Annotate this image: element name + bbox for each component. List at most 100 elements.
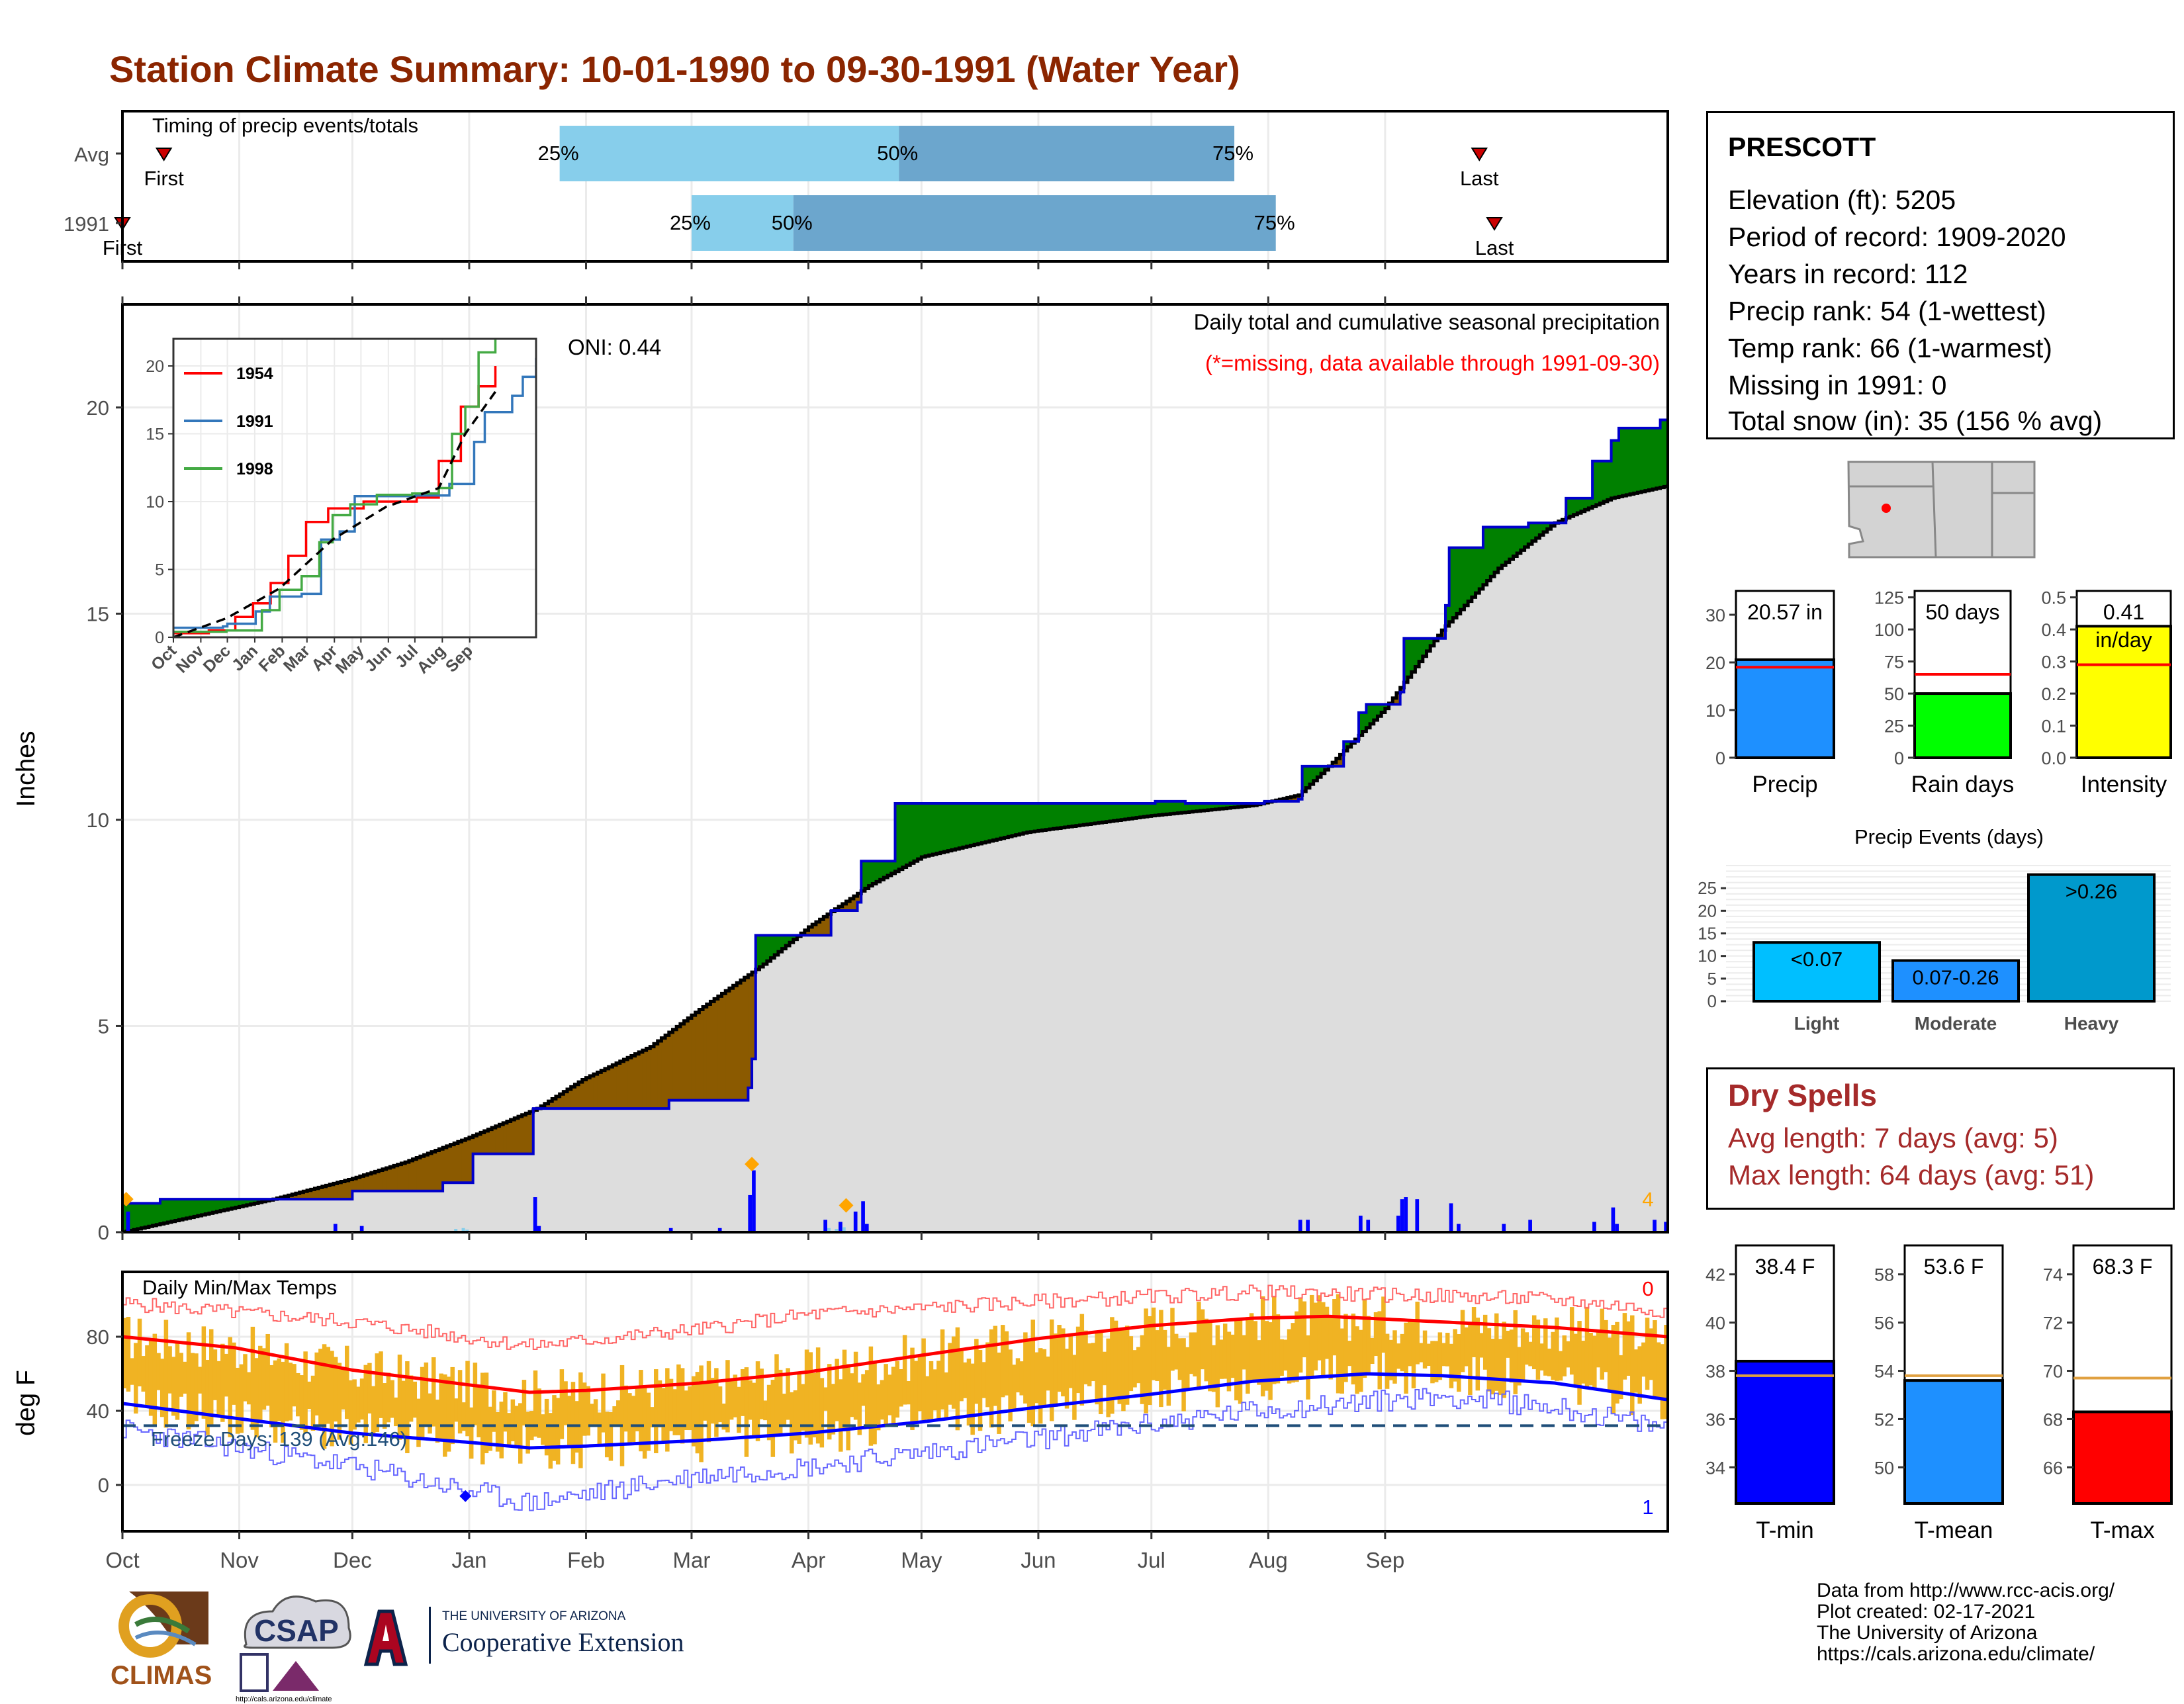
summary-y-tick-label: 34 <box>1706 1458 1725 1478</box>
daily-temp-range-bar <box>1272 1296 1276 1384</box>
above-avg-fill <box>1114 803 1118 821</box>
daily-temp-range-bar <box>1118 1331 1122 1404</box>
daily-temp-range-bar <box>809 1352 813 1445</box>
daily-temp-range-bar <box>1626 1322 1630 1376</box>
daily-temp-range-bar <box>1385 1334 1389 1389</box>
credits: Data from http://www.rcc-acis.org/ Plot … <box>1817 1580 2115 1665</box>
below-avg-fill <box>639 1052 643 1108</box>
above-avg-fill <box>1099 803 1103 823</box>
below-avg-fill <box>605 1069 609 1108</box>
daily-temp-range-bar <box>1445 1333 1449 1367</box>
daily-temp-range-bar <box>910 1348 914 1430</box>
temp-count-above: 0 <box>1642 1277 1653 1300</box>
summary-y-tick-label: 75 <box>1884 652 1904 672</box>
below-avg-fill <box>718 996 722 1100</box>
below-avg-fill <box>688 1018 692 1100</box>
inset-y-tick-label: 0 <box>155 629 164 647</box>
daily-temp-range-bar <box>970 1364 974 1435</box>
daily-temp-range-bar <box>1366 1316 1370 1372</box>
daily-temp-range-bar <box>827 1364 831 1439</box>
below-avg-fill <box>428 1153 432 1191</box>
above-avg-fill <box>759 935 763 967</box>
daily-temp-range-bar <box>1314 1303 1318 1370</box>
timing-label-last: Last <box>1460 167 1499 190</box>
month-axis-label-Apr: Apr <box>792 1548 825 1572</box>
daily-temp-range-bar <box>1042 1349 1046 1407</box>
daily-temp-range-bar <box>601 1374 605 1433</box>
daily-temp-range-bar <box>1612 1325 1615 1413</box>
below-avg-fill <box>661 1038 665 1108</box>
daily-temp-range-bar <box>247 1372 251 1405</box>
above-avg-fill <box>1634 428 1638 493</box>
below-avg-fill <box>394 1165 398 1190</box>
daily-temp-range-bar <box>903 1335 907 1404</box>
daily-temp-range-bar <box>1641 1343 1645 1377</box>
daily-temp-range-bar <box>745 1367 749 1457</box>
timing-bar-q2-1991 <box>794 195 1276 251</box>
summary-y-tick-label: 54 <box>1874 1362 1894 1382</box>
below-avg-fill <box>416 1157 420 1190</box>
summary-bar-T-max <box>2073 1412 2171 1503</box>
daily-temp-range-bar <box>1302 1302 1306 1357</box>
above-avg-fill <box>1057 803 1061 829</box>
daily-temp-range-bar <box>1129 1336 1133 1391</box>
daily-temp-range-bar <box>1359 1330 1363 1392</box>
precip-y-axis-label: Inches <box>12 731 40 807</box>
daily-temp-range-bar <box>522 1380 526 1425</box>
precip-corner-count: 4 <box>1642 1188 1653 1211</box>
daily-temp-range-bar <box>1080 1314 1084 1406</box>
daily-temp-range-bar <box>435 1400 439 1443</box>
temp-title: Daily Min/Max Temps <box>142 1276 337 1299</box>
daily-temp-range-bar <box>1449 1344 1453 1388</box>
inset-legend-label-1998: 1998 <box>236 460 273 478</box>
above-avg-fill <box>1027 803 1031 832</box>
below-avg-fill <box>609 1067 613 1108</box>
daily-temp-range-bar <box>439 1374 443 1439</box>
above-avg-fill <box>1510 527 1514 559</box>
below-avg-fill <box>714 999 718 1100</box>
daily-temp-range-bar <box>1634 1349 1638 1392</box>
daily-temp-range-bar <box>134 1343 138 1413</box>
daily-precip-bar <box>1653 1220 1657 1232</box>
daily-temp-range-bar <box>631 1396 635 1442</box>
daily-temp-range-bar <box>620 1365 624 1466</box>
daily-temp-range-bar <box>1012 1365 1016 1410</box>
daily-temp-range-bar <box>1238 1318 1242 1404</box>
above-avg-fill <box>993 803 997 840</box>
daily-temp-range-bar <box>341 1368 345 1410</box>
daily-temp-range-bar <box>296 1373 300 1416</box>
daily-temp-range-bar <box>1370 1338 1374 1364</box>
above-avg-fill <box>1453 548 1457 618</box>
daily-temp-range-bar <box>654 1369 658 1453</box>
daily-temp-range-bar <box>149 1339 153 1416</box>
below-avg-fill <box>511 1120 515 1154</box>
daily-temp-range-bar <box>563 1381 567 1425</box>
climas-logo-text: CLIMAS <box>111 1661 212 1690</box>
above-avg-fill <box>1604 461 1608 502</box>
station-years: Years in record: 112 <box>1728 259 1968 290</box>
daily-temp-range-bar <box>1083 1331 1087 1384</box>
above-avg-fill <box>1038 803 1042 830</box>
below-avg-fill <box>390 1167 394 1190</box>
month-axis-label-Jun: Jun <box>1021 1548 1056 1572</box>
daily-temp-range-bar <box>918 1356 922 1412</box>
below-avg-fill <box>684 1021 688 1100</box>
above-avg-fill <box>141 1203 145 1228</box>
daily-temp-range-bar <box>650 1407 654 1427</box>
daily-temp-range-bar <box>236 1368 240 1434</box>
below-avg-fill <box>745 977 749 1100</box>
daily-temp-range-bar <box>251 1327 255 1430</box>
above-avg-fill <box>1103 803 1107 823</box>
summary-label-T-max: T-max <box>2090 1517 2155 1543</box>
daily-temp-range-bar <box>269 1365 273 1427</box>
below-avg-fill <box>654 1044 658 1108</box>
daily-temp-range-bar <box>692 1376 696 1447</box>
daily-temp-range-bar <box>786 1368 790 1419</box>
daily-temp-range-bar <box>658 1380 662 1427</box>
below-avg-fill <box>450 1145 454 1183</box>
summary-value-T-max: 68.3 F <box>2093 1255 2153 1278</box>
below-avg-fill <box>484 1131 488 1154</box>
daily-temp-range-bar <box>854 1352 858 1420</box>
below-avg-fill <box>496 1126 500 1154</box>
logo-divider <box>429 1607 431 1664</box>
